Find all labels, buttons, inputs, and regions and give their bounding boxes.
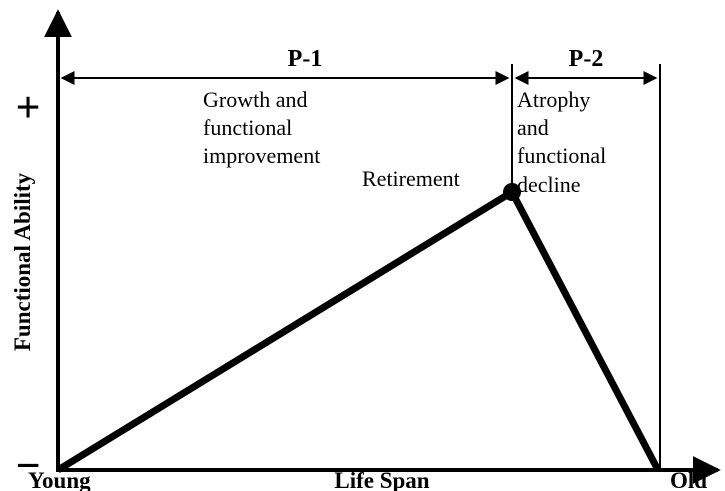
x-end: Old (670, 468, 707, 491)
phase-description: improvement (203, 143, 320, 168)
y-low: − (15, 441, 40, 490)
phase-description: functional (203, 115, 292, 140)
phase-description: Atrophy (517, 87, 590, 112)
phase-description: decline (517, 172, 581, 197)
milestone-label: Retirement (362, 166, 460, 191)
retirement-point (503, 183, 521, 201)
phase-description: functional (517, 143, 606, 168)
phase-description: Growth and (203, 87, 307, 112)
y-axis-label: Functional Ability (10, 172, 35, 351)
phase-description: and (517, 115, 549, 140)
ability-curve (56, 188, 662, 473)
phase-label: P-1 (288, 46, 323, 72)
y-high: + (15, 83, 40, 132)
x-axis-label: Life Span (334, 468, 429, 491)
phase-label: P-2 (569, 46, 604, 72)
x-start: Young (28, 468, 91, 491)
